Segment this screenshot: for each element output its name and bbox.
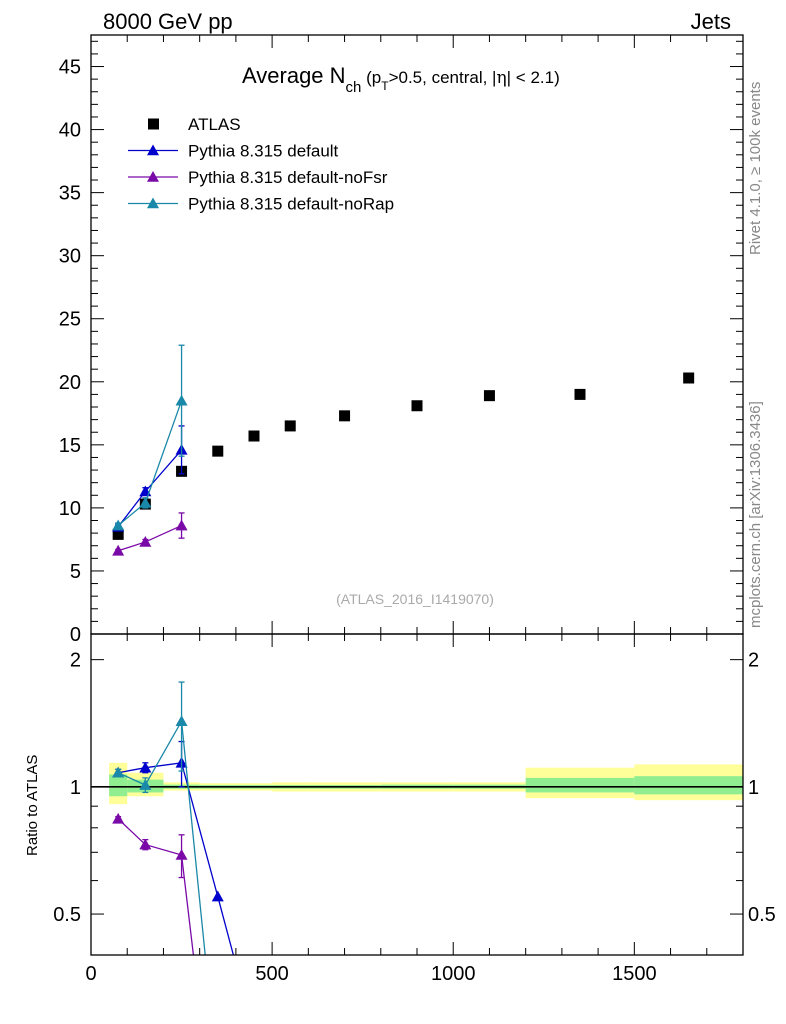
- x-tick-label: 0: [85, 963, 96, 985]
- title-rest-1: (p: [361, 68, 381, 87]
- title-rest-3: | < 2.1): [507, 68, 560, 87]
- legend-marker: [148, 119, 159, 130]
- y-tick-label: 0: [70, 624, 81, 646]
- y-tick-label: 15: [59, 435, 81, 457]
- ratio-line: [118, 819, 200, 1008]
- ratio-line: [118, 721, 210, 1008]
- ratio-y-tick-label-right: 1: [748, 777, 759, 799]
- data-point: [112, 545, 124, 556]
- legend-entry: ATLAS: [148, 115, 241, 134]
- ratio-y-tick-label: 0.5: [53, 904, 81, 926]
- band-green: [109, 774, 127, 796]
- watermark: (ATLAS_2016_I1419070): [336, 591, 494, 607]
- data-point: [484, 390, 495, 401]
- figure: 8000 GeV pp Jets Rivet 4.1.0, ≥ 100k eve…: [0, 0, 786, 1024]
- legend-label: ATLAS: [188, 115, 241, 134]
- series-pythia-8-315-default: [112, 426, 187, 532]
- legend-label: Pythia 8.315 default-noFsr: [188, 168, 388, 187]
- title-rest-2: >0.5, central, |: [389, 68, 497, 87]
- ratio-y-tick-label: 2: [70, 650, 81, 672]
- y-tick-label: 5: [70, 561, 81, 583]
- ratio-point: [112, 813, 124, 824]
- y-tick-label: 25: [59, 309, 81, 331]
- series-line: [118, 526, 181, 551]
- data-point: [212, 446, 223, 457]
- rivet-label: Rivet 4.1.0, ≥ 100k events: [747, 82, 764, 255]
- y-tick-label: 40: [59, 120, 81, 142]
- header-right: Jets: [691, 9, 731, 34]
- data-point: [683, 373, 694, 384]
- data-point: [339, 410, 350, 421]
- data-point: [176, 520, 188, 531]
- band-green: [634, 776, 743, 794]
- legend-label: Pythia 8.315 default-noRap: [188, 195, 394, 214]
- ratio-point: [194, 1002, 206, 1013]
- y-tick-label: 20: [59, 372, 81, 394]
- data-point: [139, 536, 151, 547]
- main-panel: 0 5 10 15 20 25 30 35 40 45: [59, 35, 743, 955]
- ratio-point: [230, 958, 242, 969]
- data-point: [285, 420, 296, 431]
- x-tick-label: 500: [255, 963, 288, 985]
- series-atlas: [113, 373, 695, 540]
- ratio-series-pythia-8-315-default-norap: [112, 682, 216, 1013]
- data-point: [412, 400, 423, 411]
- data-point: [249, 431, 260, 442]
- ratio-point: [176, 715, 188, 726]
- legend-label: Pythia 8.315 default: [188, 142, 339, 161]
- y-tick-label: 10: [59, 498, 81, 520]
- ratio-series-pythia-8-315-default-nofsr: [112, 813, 206, 1013]
- x-tick-label: 1000: [431, 963, 476, 985]
- legend: ATLAS Pythia 8.315 default Pythia 8.315 de…: [128, 115, 394, 214]
- ratio-y-tick-label-right: 2: [748, 650, 759, 672]
- ratio-panel: 0 500 1000 1500 0.5 0.5 1 1 2 2: [53, 634, 776, 1013]
- ratio-point: [205, 1002, 217, 1013]
- y-tick-label: 30: [59, 246, 81, 268]
- uncertainty-bands: [109, 763, 743, 804]
- band-green: [526, 778, 635, 793]
- data-point: [176, 395, 188, 406]
- ratio-ylabel: Ratio to ATLAS: [24, 755, 41, 856]
- x-tick-label: 1500: [612, 963, 657, 985]
- ratio-y-tick-label-right: 0.5: [748, 904, 776, 926]
- data-point: [575, 389, 586, 400]
- main-data: [112, 345, 694, 555]
- mcplots-label: mcplots.cern.ch [arXiv:1306.3436]: [747, 401, 764, 628]
- ratio-y-tick-label: 1: [70, 777, 81, 799]
- y-tick-label: 35: [59, 183, 81, 205]
- legend-entry: Pythia 8.315 default: [128, 142, 339, 161]
- legend-entry: Pythia 8.315 default-noRap: [128, 195, 394, 214]
- legend-entry: Pythia 8.315 default-noFsr: [128, 168, 388, 187]
- ratio-data: [112, 682, 242, 1013]
- header-left: 8000 GeV pp: [103, 9, 233, 34]
- y-tick-label: 45: [59, 57, 81, 79]
- title-eta: η: [496, 68, 506, 88]
- ratio-point: [212, 891, 224, 902]
- title-sub: ch: [346, 79, 362, 96]
- title-main: Average N: [242, 63, 346, 88]
- chart-title: Average Nch (pT>0.5, central, |η| < 2.1): [242, 63, 560, 96]
